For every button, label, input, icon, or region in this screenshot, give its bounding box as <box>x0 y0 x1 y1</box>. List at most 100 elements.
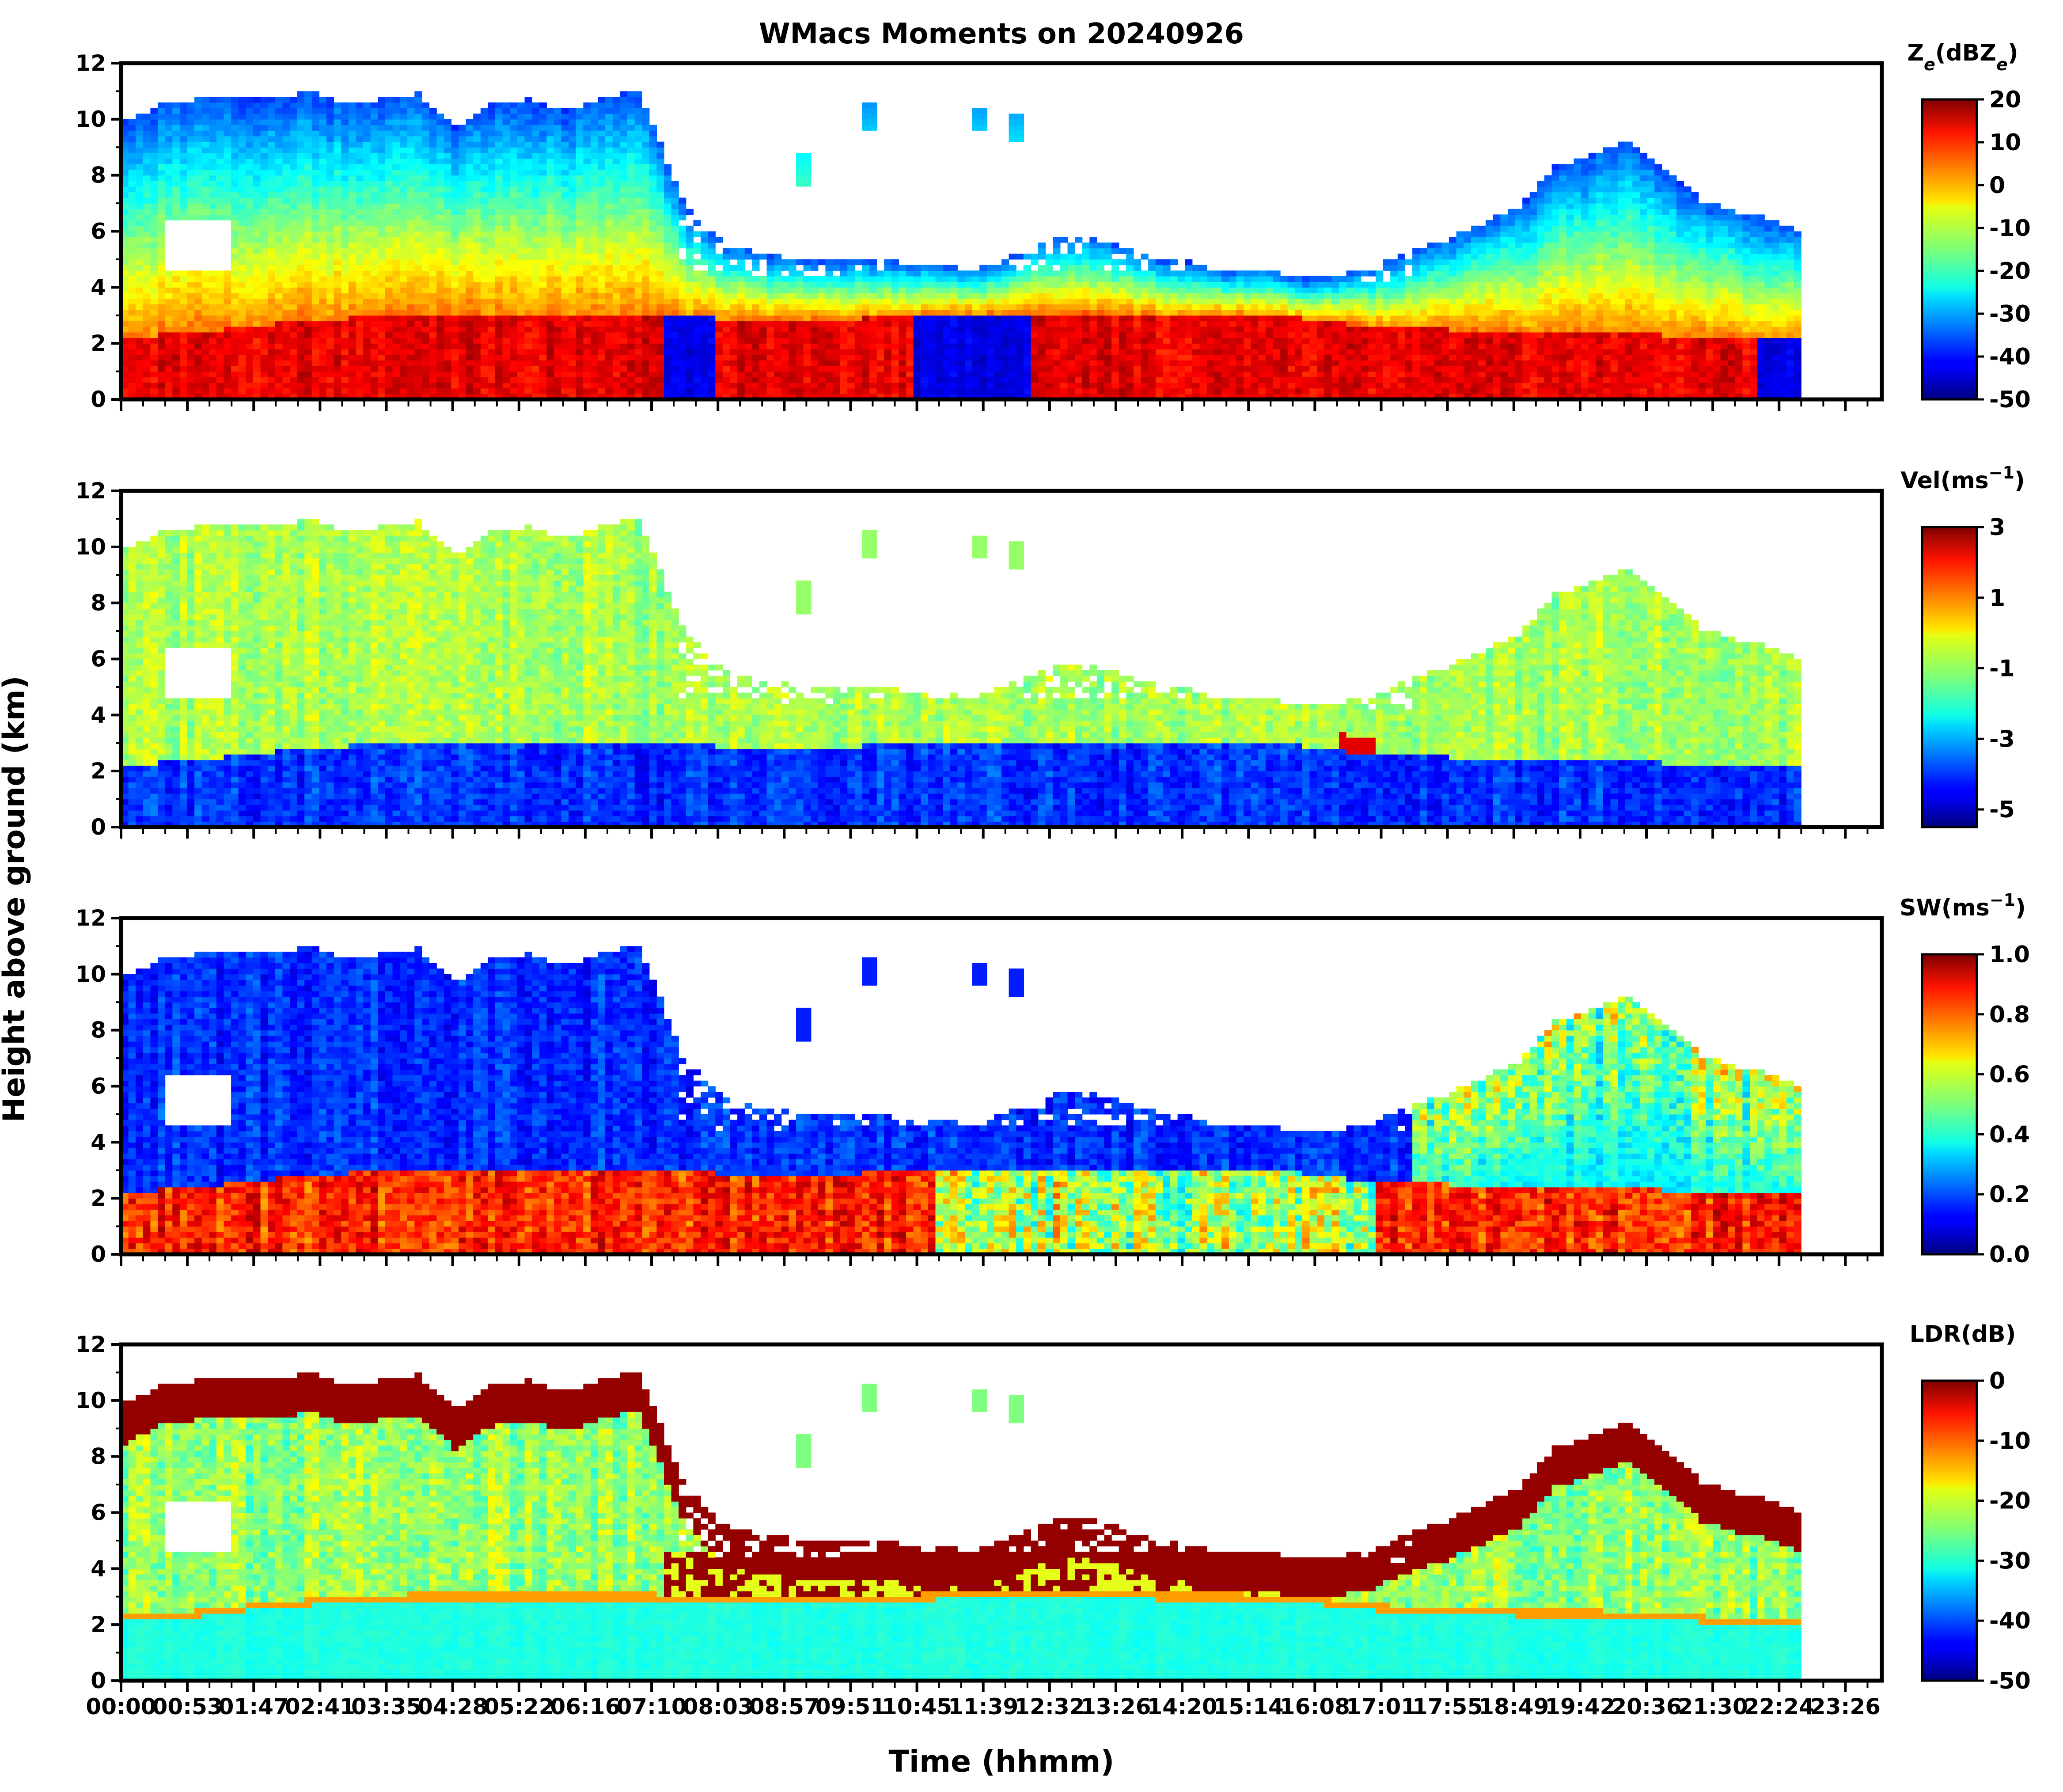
y-tick-label: 4 <box>91 274 106 300</box>
colorbar-tick-label: -20 <box>1989 258 2031 285</box>
colorbar-tick-label: 0.2 <box>1989 1181 2030 1208</box>
colorbar-1: 20 10 0 -10 -20 -30 -40 -50 Ze(dBZe) <box>1907 40 2031 413</box>
x-tick-label: 11:39 <box>948 1694 1018 1720</box>
heatmap <box>121 519 1801 827</box>
x-tick-label: 09:51 <box>815 1694 886 1720</box>
x-tick-label: 04:28 <box>417 1694 488 1720</box>
y-tick-label: 0 <box>91 1241 106 1267</box>
colorbar-gradient <box>1921 953 1978 1256</box>
x-tick-label: 21:30 <box>1678 1694 1748 1720</box>
x-tick-label: 00:53 <box>152 1694 223 1720</box>
colorbar-tick-label: 0 <box>1989 172 2005 199</box>
colorbar-tick-label: -30 <box>1989 301 2031 327</box>
y-tick-label: 0 <box>91 387 106 412</box>
colorbar-tick-label: -40 <box>1989 344 2031 370</box>
x-tick-label: 16:08 <box>1280 1694 1350 1720</box>
panel-2: 0 2 4 6 8 10 12 3 1 -1 -3 -5 Vel(ms−1) <box>75 463 2025 840</box>
y-tick-label: 12 <box>75 478 106 504</box>
y-tick-label: 6 <box>91 1500 106 1526</box>
x-tick-label: 07:10 <box>616 1694 686 1720</box>
y-tick-label: 8 <box>91 163 106 188</box>
colorbar-tick-label: -3 <box>1989 726 2015 752</box>
colorbar-4: 0 -10 -20 -30 -40 -50 LDR(dB) <box>1910 1321 2031 1694</box>
colorbar-tick-label: 1.0 <box>1989 942 2030 968</box>
colorbar-tick-label: 0.0 <box>1989 1241 2030 1268</box>
x-tick-label: 23:26 <box>1810 1694 1881 1720</box>
y-tick-label: 0 <box>91 814 106 840</box>
y-tick-label: 0 <box>91 1668 106 1693</box>
x-axis-label: Time (hhmm) <box>888 1744 1114 1779</box>
panel-1: 0 2 4 6 8 10 12 20 10 0 -10 -20 -30 -40 -50 Ze(dBZe) <box>75 40 2031 413</box>
y-tick-label: 2 <box>91 1185 106 1211</box>
colorbar-tick-label: 20 <box>1989 87 2021 113</box>
chart-title: WMacs Moments on 20240926 <box>759 18 1244 50</box>
colorbar-title: Vel(ms−1) <box>1900 463 2025 494</box>
colorbar-gradient <box>1921 98 1978 401</box>
x-tick-label: 12:32 <box>1014 1694 1085 1720</box>
y-tick-label: 8 <box>91 1017 106 1043</box>
colorbar-tick-label: -50 <box>1989 1668 2031 1694</box>
heatmap <box>121 946 1801 1254</box>
x-tick-label: 05:22 <box>484 1694 554 1720</box>
y-tick-label: 8 <box>91 590 106 616</box>
y-axis-label: Height above ground (km) <box>0 676 32 1122</box>
y-tick-label: 4 <box>91 1556 106 1581</box>
colorbar-2: 3 1 -1 -3 -5 Vel(ms−1) <box>1900 463 2025 828</box>
colorbar-tick-label: 0 <box>1989 1368 2005 1394</box>
panel-4: 02468101200:0000:5301:4702:4103:3504:280… <box>75 1321 2031 1720</box>
colorbar-tick-label: -10 <box>1989 1428 2031 1454</box>
colorbar-tick-label: 3 <box>1989 514 2005 541</box>
colorbar-tick-label: 10 <box>1989 129 2021 156</box>
x-tick-label: 01:47 <box>219 1694 289 1720</box>
x-tick-label: 02:41 <box>285 1694 355 1720</box>
y-tick-label: 2 <box>91 1612 106 1637</box>
y-tick-label: 4 <box>91 702 106 728</box>
y-tick-label: 12 <box>75 50 106 76</box>
heatmap <box>121 91 1801 399</box>
heatmap <box>121 1372 1801 1681</box>
y-tick-label: 8 <box>91 1444 106 1469</box>
y-tick-label: 6 <box>91 646 106 672</box>
colorbar-tick-label: 1 <box>1989 585 2005 611</box>
colorbar-gradient <box>1921 1379 1978 1682</box>
y-tick-label: 4 <box>91 1129 106 1155</box>
y-tick-label: 10 <box>75 534 106 560</box>
y-tick-label: 6 <box>91 1074 106 1099</box>
colorbar-title: SW(ms−1) <box>1900 890 2026 921</box>
x-tick-label: 08:57 <box>749 1694 819 1720</box>
y-tick-label: 12 <box>75 1332 106 1357</box>
colorbar-tick-label: -30 <box>1989 1548 2031 1574</box>
colorbar-tick-label: 0.4 <box>1989 1121 2030 1148</box>
x-tick-label: 17:01 <box>1346 1694 1416 1720</box>
x-tick-label: 17:55 <box>1412 1694 1483 1720</box>
colorbar-tick-label: -5 <box>1989 797 2015 823</box>
x-tick-label: 19:42 <box>1545 1694 1615 1720</box>
y-tick-label: 10 <box>75 1388 106 1413</box>
x-tick-label: 13:26 <box>1081 1694 1151 1720</box>
x-tick-label: 08:03 <box>683 1694 753 1720</box>
colorbar-gradient <box>1921 526 1978 828</box>
x-tick-label: 03:35 <box>351 1694 421 1720</box>
colorbar-title: Ze(dBZe) <box>1907 40 2018 74</box>
x-tick-label: 10:45 <box>882 1694 952 1720</box>
x-tick-label: 14:20 <box>1147 1694 1217 1720</box>
colorbar-title: LDR(dB) <box>1910 1321 2016 1348</box>
colorbar-tick-label: 0.6 <box>1989 1062 2030 1088</box>
x-tick-label: 15:14 <box>1214 1694 1284 1720</box>
y-tick-label: 12 <box>75 905 106 931</box>
y-tick-label: 10 <box>75 961 106 987</box>
colorbar-tick-label: 0.8 <box>1989 1002 2030 1028</box>
y-tick-label: 2 <box>91 330 106 356</box>
y-tick-label: 2 <box>91 758 106 784</box>
x-tick-label: 22:24 <box>1744 1694 1814 1720</box>
x-tick-label: 20:36 <box>1611 1694 1681 1720</box>
x-tick-label: 06:16 <box>550 1694 620 1720</box>
x-tick-label: 00:00 <box>86 1694 156 1720</box>
colorbar-tick-label: -1 <box>1989 656 2015 682</box>
panel-3: 0 2 4 6 8 10 12 1.0 0.8 0.6 0.4 0.2 0.0 SW(ms−1) <box>75 890 2030 1268</box>
colorbar-3: 1.0 0.8 0.6 0.4 0.2 0.0 SW(ms−1) <box>1900 890 2030 1268</box>
colorbar-tick-label: -50 <box>1989 387 2031 413</box>
colorbar-tick-label: -40 <box>1989 1608 2031 1634</box>
y-tick-label: 10 <box>75 106 106 132</box>
